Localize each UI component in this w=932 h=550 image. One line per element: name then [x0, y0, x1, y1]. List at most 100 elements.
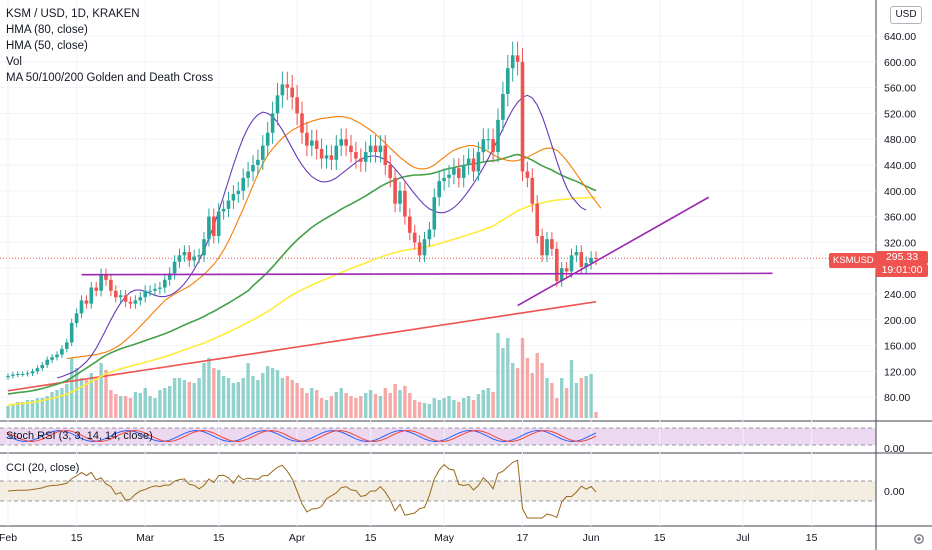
- candle-body: [569, 255, 574, 272]
- candle-body: [545, 239, 549, 256]
- candle-body: [280, 84, 285, 96]
- candle-body: [94, 287, 98, 291]
- candle-body: [30, 371, 35, 374]
- volume-bar: [364, 393, 368, 418]
- candle-body: [143, 290, 147, 298]
- candle-body: [167, 273, 172, 280]
- candle-body: [354, 152, 358, 159]
- volume-bar: [349, 396, 353, 418]
- volume-bar: [319, 398, 324, 418]
- price-tick-label: 360.00: [884, 212, 916, 224]
- volume-bar: [177, 378, 182, 418]
- volume-bar: [65, 384, 69, 418]
- volume-bar: [432, 398, 436, 418]
- volume-bar: [89, 373, 93, 418]
- time-tick-label: Feb: [0, 532, 17, 544]
- volume-bar: [481, 390, 485, 418]
- price-tick-label: 120.00: [884, 366, 916, 378]
- volume-bar: [221, 376, 226, 418]
- time-tick-label: Jul: [736, 532, 749, 544]
- price-axis[interactable]: 640.00 600.00 560.00 520.00 480.00 440.00 400.…: [884, 31, 916, 498]
- volume-bar: [143, 388, 147, 418]
- volume-bar: [457, 402, 461, 418]
- cci-title[interactable]: CCI (20, close): [6, 462, 80, 474]
- volume-bar: [123, 396, 128, 418]
- time-tick-label: 15: [365, 532, 377, 544]
- volume-bar: [511, 363, 515, 418]
- candle-body: [35, 368, 40, 372]
- candle-body: [84, 300, 89, 304]
- candle-body: [363, 152, 368, 162]
- price-tick-label: 320.00: [884, 237, 916, 249]
- volume-bar: [109, 390, 113, 418]
- candle-body: [564, 268, 569, 272]
- volume-bar: [447, 396, 451, 418]
- candle-body: [579, 252, 584, 267]
- volume-bar: [354, 398, 358, 418]
- candle-body: [74, 313, 79, 324]
- candle-body: [398, 190, 402, 204]
- volume-bar: [285, 376, 289, 418]
- candle-body: [138, 297, 143, 301]
- volume-bar: [280, 378, 285, 418]
- candle-body: [555, 248, 559, 282]
- volume-bar: [182, 380, 187, 418]
- currency-button[interactable]: USD: [890, 6, 922, 24]
- candle-body: [314, 140, 319, 149]
- legend-hma80[interactable]: HMA (80, close): [6, 24, 88, 36]
- volume-bar: [45, 396, 49, 418]
- legend-vol[interactable]: Vol: [6, 56, 22, 68]
- candle-body: [11, 374, 15, 376]
- volume-bar: [515, 368, 520, 418]
- stoch-d-line: [7, 429, 597, 443]
- candle-body: [427, 229, 432, 240]
- candle-body: [349, 145, 353, 153]
- cci-tick-label: 0.00: [884, 486, 905, 498]
- candle-body: [457, 168, 461, 178]
- volume-bar: [30, 400, 35, 418]
- volume-bar: [471, 400, 476, 418]
- volume-bar: [50, 392, 54, 418]
- legend-symbol[interactable]: KSM / USD, 1D, KRAKEN: [6, 8, 140, 20]
- time-axis[interactable]: Feb 15 Mar 15 Apr 15 May 17 Jun 15 Jul 15: [0, 532, 818, 544]
- rising-trendline: [517, 196, 710, 307]
- candle-body: [501, 94, 505, 120]
- volume-bar: [55, 390, 59, 418]
- candle-body: [104, 274, 108, 280]
- candle-body: [329, 155, 334, 160]
- volume-bar: [393, 384, 397, 418]
- candle-body: [305, 132, 309, 146]
- volume-bar: [437, 400, 441, 418]
- hma80-line: [66, 116, 602, 360]
- candle-body: [461, 165, 466, 178]
- price-tick-label: 560.00: [884, 83, 916, 95]
- candle-body: [6, 375, 10, 378]
- candle-body: [285, 84, 290, 88]
- volume-bar: [310, 388, 314, 418]
- stoch-rsi-title[interactable]: Stoch RSI (3, 3, 14, 14, close): [6, 430, 153, 442]
- price-tick-label: 400.00: [884, 186, 916, 198]
- candle-body: [525, 171, 530, 178]
- candle-body: [128, 301, 133, 304]
- trend-lines[interactable]: [81, 196, 773, 307]
- candle-body: [216, 211, 221, 236]
- volume-bar: [373, 394, 378, 418]
- candle-body: [383, 145, 388, 165]
- legend-hma50[interactable]: HMA (50, close): [6, 40, 88, 52]
- candle-body: [486, 139, 490, 141]
- candle-body: [437, 181, 441, 198]
- volume-bar: [25, 400, 30, 418]
- price-tick-label: 640.00: [884, 31, 916, 43]
- settings-gear-icon[interactable]: [912, 532, 926, 546]
- volume-bar: [339, 388, 343, 418]
- volume-bar: [476, 394, 481, 418]
- candle-body: [182, 252, 187, 256]
- candle-body: [241, 177, 245, 191]
- volume-bar: [398, 390, 402, 418]
- candle-body: [187, 252, 192, 261]
- legend-ma-cross[interactable]: MA 50/100/200 Golden and Death Cross: [6, 72, 214, 84]
- volume-bar: [241, 378, 245, 418]
- candle-body: [207, 216, 211, 240]
- candle-body: [270, 113, 275, 133]
